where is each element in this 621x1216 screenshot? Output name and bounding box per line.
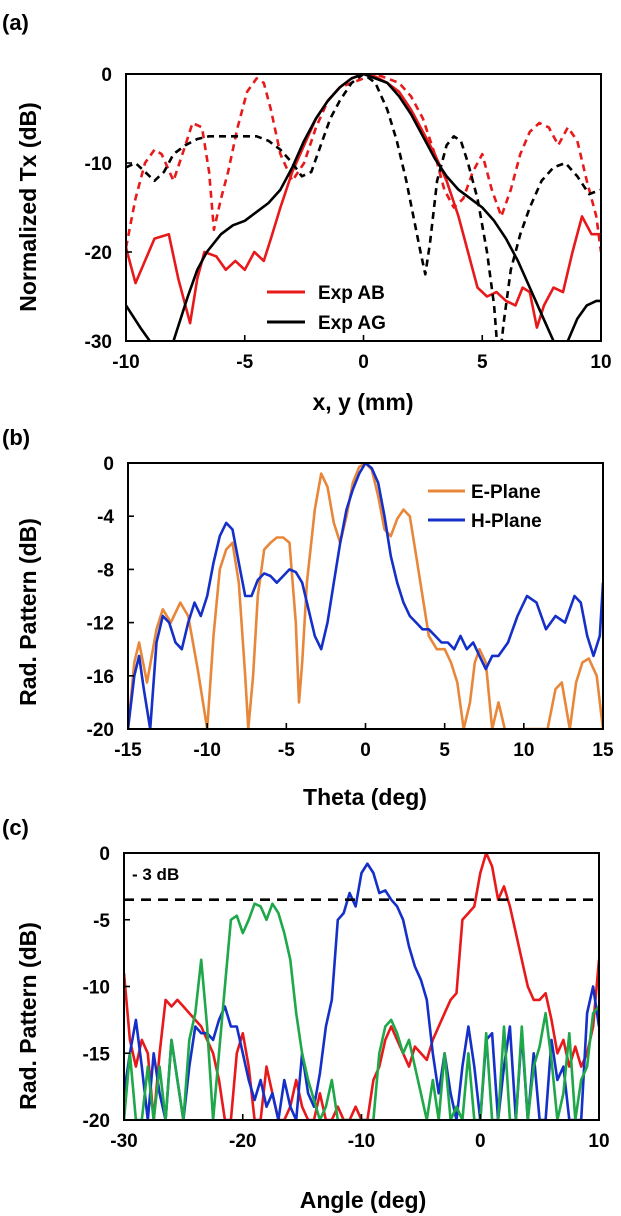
series-line-panel2-2 [124, 902, 599, 1120]
panel-b: (b) Rad. Pattern (dB) Theta (deg) -15 -10… [2, 425, 614, 810]
series-group-1 [128, 463, 603, 729]
series-line-exp-ag-dashed [126, 74, 601, 341]
x-tick-label: 5 [439, 740, 450, 761]
x-tick-label: 0 [475, 1131, 486, 1152]
panel-c-y-axis-label: Rad. Pattern (dB) [15, 922, 41, 1110]
x-tick-label: -5 [236, 352, 253, 373]
x-tick-label: -10 [348, 1131, 375, 1152]
y-tick-label: -16 [87, 667, 114, 688]
panel-b-plot-area: -15 -10 -5 0 5 10 15 0 -4 -8 -12 -16 -20 [87, 454, 614, 761]
y-tick-label: 0 [103, 454, 114, 475]
panel-b-y-axis-label: Rad. Pattern (dB) [15, 518, 41, 706]
series-group-2 [124, 853, 599, 1120]
y-tick-label: 0 [99, 844, 110, 865]
x-tick-label: -5 [278, 740, 295, 761]
x-tick-label: 10 [590, 352, 611, 373]
y-tick-label: -12 [87, 614, 114, 635]
y-tick-label: -8 [97, 560, 114, 581]
x-tick-label: 15 [592, 740, 614, 761]
y-tick-label: -30 [85, 332, 112, 353]
minus-3db-annotation: - 3 dB [132, 865, 179, 884]
legend-label-exp-ab: Exp AB [318, 283, 385, 304]
series-line-h-plane [128, 463, 603, 729]
x-tick-label: -30 [110, 1131, 137, 1152]
panel-c-label: (c) [2, 815, 29, 840]
panel-c-plot-area: -30 -20 -10 0 100-5-10-15-20 [83, 844, 610, 1152]
x-tick-label: -20 [229, 1131, 256, 1152]
x-tick-label: -10 [112, 352, 139, 373]
x-tick-label: 5 [477, 352, 488, 373]
x-tick-label: 0 [360, 740, 371, 761]
panel-c-x-axis-label: Angle (deg) [300, 1187, 427, 1213]
y-tick-label: -5 [93, 911, 110, 932]
panel-b-label: (b) [2, 425, 30, 450]
legend-label-e-plane: E-Plane [471, 482, 541, 503]
legend-label-exp-ag: Exp AG [318, 313, 386, 334]
series-group-0 [126, 74, 601, 341]
y-tick-label: -10 [85, 154, 112, 175]
series-line-panel2-1 [124, 862, 599, 1120]
panel-b-legend: E-Plane H-Plane [428, 482, 542, 532]
legend-label-h-plane: H-Plane [471, 511, 542, 532]
x-tick-label: 10 [588, 1131, 609, 1152]
panel-c: (c) Rad. Pattern (dB) Angle (deg) -30 -20… [2, 815, 610, 1213]
panel-a-legend: Exp AB Exp AG [267, 283, 386, 334]
panel-a-x-axis-label: x, y (mm) [313, 389, 414, 415]
panel-a-label: (a) [2, 10, 29, 35]
y-tick-label: -20 [85, 243, 112, 264]
y-tick-label: -15 [83, 1044, 111, 1065]
series-line-panel2-0 [124, 853, 599, 1120]
x-tick-label: 0 [358, 352, 369, 373]
series-line-exp-ag [126, 74, 601, 341]
panel-b-x-axis-label: Theta (deg) [303, 784, 427, 810]
series-line-exp-ab-dashed [126, 74, 601, 253]
panel-a-y-axis-label: Normalized Tx (dB) [15, 102, 41, 312]
y-tick-label: -20 [83, 1111, 110, 1132]
panel-a-plot-area: -10 -5 0 5 10 0 -10 -20 -30 [85, 65, 612, 373]
panel-a: (a) Normalized Tx (dB) x, y (mm) -10 -5 0 5… [2, 10, 612, 415]
series-line-e-plane [128, 463, 603, 729]
y-tick-label: -20 [87, 720, 114, 741]
x-tick-label: 10 [513, 740, 534, 761]
y-tick-label: -10 [83, 978, 110, 999]
x-tick-label: -10 [193, 740, 220, 761]
x-tick-label: -15 [114, 740, 142, 761]
y-tick-label: 0 [101, 65, 112, 86]
y-tick-label: -4 [97, 507, 114, 528]
